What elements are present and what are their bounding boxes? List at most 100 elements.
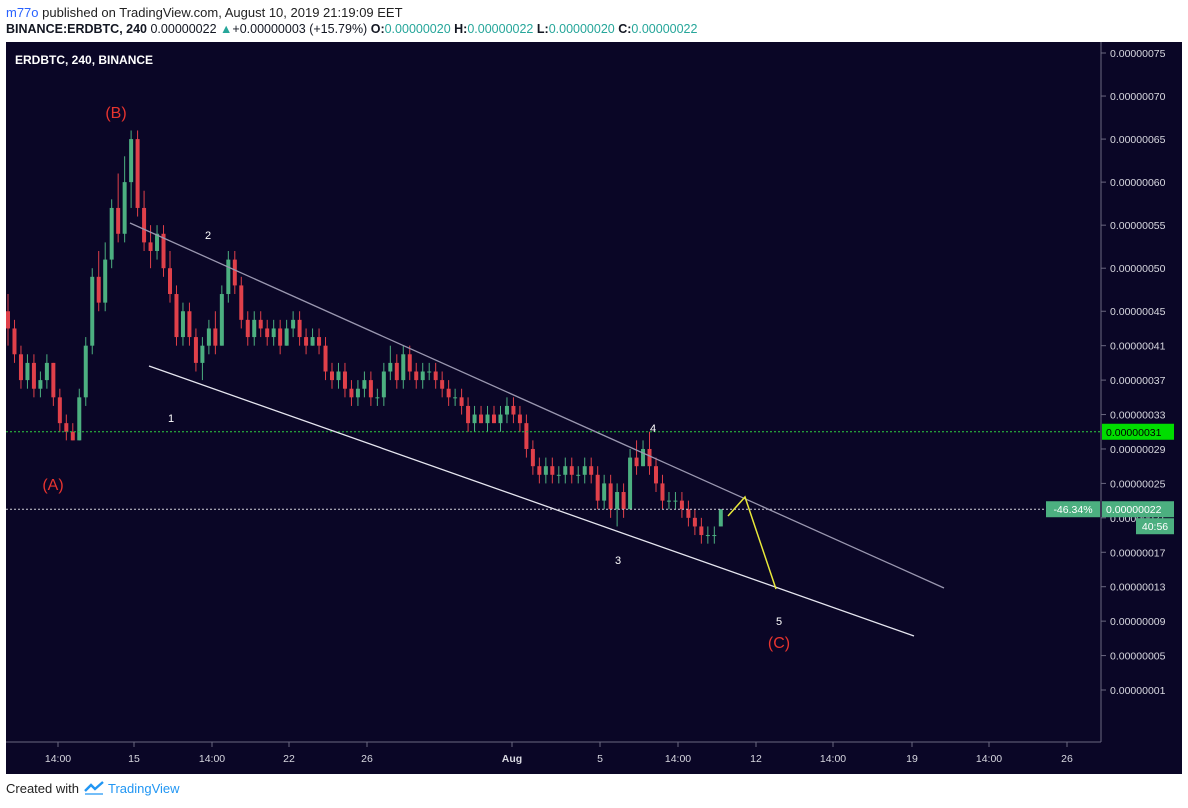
candle[interactable] — [511, 397, 516, 424]
candle[interactable] — [414, 362, 419, 389]
candle[interactable] — [323, 337, 328, 381]
candle[interactable] — [258, 311, 263, 338]
candle[interactable] — [699, 517, 704, 544]
candle[interactable] — [576, 466, 581, 484]
candle[interactable] — [602, 474, 607, 510]
tradingview-brand[interactable]: TradingView — [108, 781, 180, 796]
candle[interactable] — [634, 440, 639, 475]
candle[interactable] — [368, 371, 373, 406]
candle[interactable] — [310, 328, 315, 346]
candle[interactable] — [109, 199, 114, 269]
candle[interactable] — [200, 337, 205, 381]
candle[interactable] — [556, 466, 561, 484]
candle[interactable] — [342, 362, 347, 398]
candle[interactable] — [96, 250, 101, 312]
candle[interactable] — [433, 362, 438, 389]
candle[interactable] — [628, 448, 633, 510]
candle[interactable] — [530, 440, 535, 475]
candle[interactable] — [621, 483, 626, 518]
candle[interactable] — [420, 362, 425, 389]
candle[interactable] — [388, 345, 393, 381]
candle[interactable] — [6, 294, 10, 346]
candle[interactable] — [381, 362, 386, 406]
candle[interactable] — [543, 457, 548, 484]
candle[interactable] — [479, 405, 484, 424]
time-axis-panel[interactable] — [6, 742, 1101, 774]
candle[interactable] — [38, 371, 43, 398]
candle[interactable] — [103, 242, 108, 312]
candle[interactable] — [615, 483, 620, 527]
candle[interactable] — [375, 388, 380, 406]
candle[interactable] — [673, 492, 678, 510]
candle[interactable] — [70, 423, 75, 441]
candle[interactable] — [705, 526, 710, 544]
candle[interactable] — [226, 250, 231, 303]
candle[interactable] — [291, 311, 296, 338]
candle[interactable] — [161, 225, 166, 277]
candle[interactable] — [297, 311, 302, 346]
candle[interactable] — [401, 345, 406, 389]
candle[interactable] — [589, 457, 594, 484]
wave-projection-path[interactable] — [727, 495, 777, 590]
candle[interactable] — [12, 319, 17, 363]
candle[interactable] — [718, 509, 723, 527]
candle[interactable] — [304, 328, 309, 355]
candle[interactable] — [394, 354, 399, 389]
candle[interactable] — [284, 319, 289, 346]
channel-upper-trendline[interactable] — [129, 222, 945, 589]
candle[interactable] — [537, 457, 542, 484]
candle[interactable] — [524, 414, 529, 458]
candle[interactable] — [517, 405, 522, 432]
candle[interactable] — [453, 388, 458, 406]
candle[interactable] — [440, 371, 445, 398]
candle[interactable] — [446, 380, 451, 406]
candle[interactable] — [187, 302, 192, 346]
price-chart[interactable]: 0.00000075 0.00000070 0.00000065 0.00000060… — [6, 42, 1182, 774]
candle[interactable] — [135, 130, 140, 217]
candle[interactable] — [155, 225, 160, 260]
candle[interactable] — [271, 319, 276, 346]
candle[interactable] — [174, 285, 179, 346]
candle[interactable] — [330, 362, 334, 389]
candle[interactable] — [213, 311, 218, 355]
candle[interactable] — [252, 311, 257, 346]
candle[interactable] — [485, 405, 490, 432]
candle[interactable] — [472, 405, 477, 432]
candle[interactable] — [278, 319, 283, 355]
candle[interactable] — [317, 328, 322, 355]
candle[interactable] — [90, 268, 95, 355]
candle[interactable] — [647, 431, 652, 475]
candle[interactable] — [355, 380, 360, 406]
candle[interactable] — [459, 388, 464, 415]
candle[interactable] — [245, 311, 250, 346]
chart-area[interactable]: 0.00000075 0.00000070 0.00000065 0.00000060… — [6, 42, 1182, 774]
candle[interactable] — [31, 354, 36, 398]
candle[interactable] — [712, 526, 717, 544]
candle[interactable] — [666, 492, 671, 510]
candle[interactable] — [232, 250, 237, 295]
candle[interactable] — [142, 190, 147, 251]
candle[interactable] — [569, 457, 574, 484]
candle[interactable] — [504, 397, 509, 424]
candle[interactable] — [492, 405, 496, 424]
candle[interactable] — [466, 397, 471, 432]
candle[interactable] — [129, 130, 134, 208]
candle[interactable] — [83, 337, 88, 406]
candle[interactable] — [206, 319, 211, 355]
candle[interactable] — [427, 362, 432, 381]
plot-background[interactable] — [6, 42, 1101, 742]
candle[interactable] — [654, 457, 658, 493]
candle[interactable] — [219, 285, 224, 346]
candle[interactable] — [686, 500, 691, 527]
candle[interactable] — [550, 457, 555, 484]
candle[interactable] — [692, 509, 697, 536]
channel-lower-trendline[interactable] — [148, 365, 915, 637]
candle[interactable] — [679, 492, 684, 518]
candle[interactable] — [265, 319, 270, 346]
candle[interactable] — [582, 457, 587, 484]
candle[interactable] — [608, 474, 613, 518]
candle[interactable] — [362, 371, 367, 398]
candle[interactable] — [498, 405, 503, 432]
candle[interactable] — [122, 156, 127, 243]
candle[interactable] — [18, 345, 23, 389]
